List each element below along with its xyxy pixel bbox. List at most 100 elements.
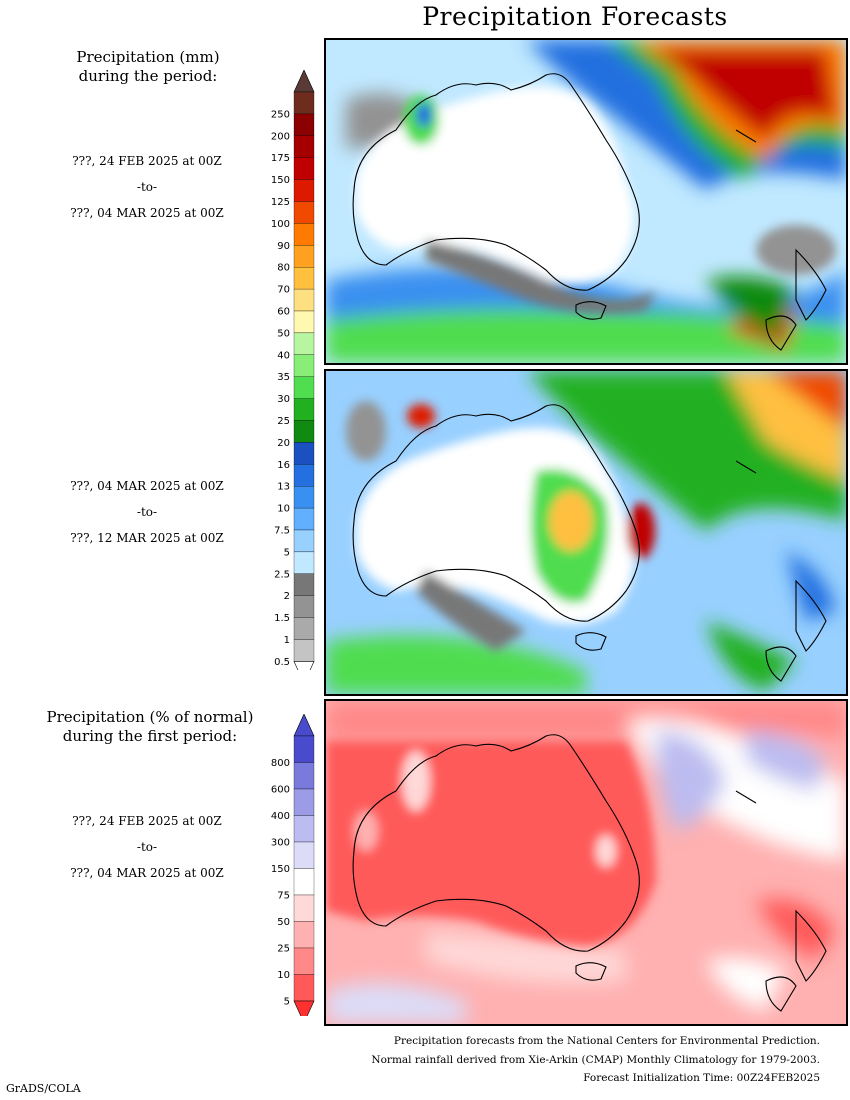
amount-bar-swatch — [293, 529, 315, 553]
percent-bar-swatch — [293, 894, 315, 922]
amount-bar-swatch — [293, 157, 315, 180]
amount-bar-swatch — [293, 245, 315, 268]
amount-bar-tick-label: 5 — [284, 547, 290, 558]
percent-bar-swatch — [293, 974, 315, 1002]
percent-bar-swatch — [293, 735, 315, 763]
map-panel-period-2 — [324, 369, 848, 696]
amount-bar-tick-label: 50 — [277, 328, 290, 339]
percent-bar-swatch — [293, 868, 315, 896]
precip-map-1 — [326, 40, 846, 363]
percent-bar-swatch — [293, 947, 315, 975]
precip-map-2 — [326, 371, 846, 694]
grads-credit: GrADS/COLA — [6, 1082, 81, 1095]
percent-bar-tick-label: 10 — [277, 970, 290, 981]
amount-bar-swatch — [293, 288, 315, 312]
amount-bar-swatch — [293, 420, 315, 443]
period-1-dates: ???, 24 FEB 2025 at 00Z -to- ???, 04 MAR… — [47, 148, 247, 226]
amount-bar-tick-label: 90 — [277, 241, 290, 252]
coastline — [352, 73, 827, 351]
amount-bar-tick-label: 2 — [284, 591, 290, 602]
amount-bar-swatch — [293, 91, 315, 115]
period-3-end: ???, 04 MAR 2025 at 00Z — [70, 866, 224, 880]
percent-bar-swatch — [293, 762, 315, 790]
amount-bar-tick-label: 2.5 — [274, 569, 290, 580]
amount-bar-tick-label: 150 — [271, 175, 290, 186]
period-1-end: ???, 04 MAR 2025 at 00Z — [70, 206, 224, 220]
percent-bar-bottom-arrow — [293, 1000, 315, 1016]
amount-bar-swatch — [293, 551, 315, 574]
amount-bar-bottom-arrow — [293, 661, 315, 670]
period-3-dates: ???, 24 FEB 2025 at 00Z -to- ???, 04 MAR… — [47, 808, 247, 886]
footer-line-1: Precipitation forecasts from the Nationa… — [393, 1035, 820, 1047]
map-panel-percent-of-normal — [324, 699, 848, 1026]
period-1-separator: -to- — [136, 180, 158, 194]
amount-bar-tick-label: 40 — [277, 350, 290, 361]
footer-notes: Precipitation forecasts from the Nationa… — [371, 1032, 820, 1088]
percent-map — [326, 701, 846, 1024]
amount-bar-tick-label: 25 — [277, 416, 290, 427]
percent-heading-line-1: Precipitation (% of normal) — [46, 708, 254, 726]
amount-bar-tick-label: 16 — [277, 460, 290, 471]
period-2-dates: ???, 04 MAR 2025 at 00Z -to- ???, 12 MAR… — [47, 473, 247, 551]
percent-bar-tick-label: 150 — [271, 864, 290, 875]
amount-bar-swatch — [293, 376, 315, 399]
footer-line-3: Forecast Initialization Time: 00Z24FEB20… — [583, 1072, 820, 1084]
percent-bar-tick-label: 5 — [284, 997, 290, 1008]
amount-heading-line-2: during the period: — [78, 67, 218, 85]
amount-bar-swatch — [293, 464, 315, 487]
amount-bar-swatch — [293, 573, 315, 596]
percent-bar-swatch — [293, 841, 315, 869]
amount-bar-tick-label: 1.5 — [274, 613, 290, 624]
amount-heading: Precipitation (mm) during the period: — [48, 48, 248, 86]
amount-bar-tick-label: 250 — [271, 109, 290, 120]
amount-bar-swatch — [293, 332, 315, 355]
percent-bar-swatch — [293, 921, 315, 949]
period-2-end: ???, 12 MAR 2025 at 00Z — [70, 531, 224, 545]
amount-bar-tick-label: 0.5 — [274, 657, 290, 668]
amount-bar-swatch — [293, 179, 315, 202]
amount-bar-swatch — [293, 595, 315, 618]
amount-bar-tick-label: 80 — [277, 263, 290, 274]
percent-bar-tick-label: 800 — [271, 758, 290, 769]
page-title: Precipitation Forecasts — [422, 2, 728, 31]
amount-bar-tick-label: 200 — [271, 131, 290, 142]
amount-bar-swatch — [293, 223, 315, 246]
coastline — [352, 734, 827, 1012]
period-3-separator: -to- — [136, 840, 158, 854]
percent-bar-top-arrow — [293, 714, 315, 737]
amount-bar-swatch — [293, 486, 315, 509]
period-3-start: ???, 24 FEB 2025 at 00Z — [72, 814, 222, 828]
percent-bar-tick-label: 25 — [277, 944, 290, 955]
percent-heading-line-2: during the first period: — [62, 727, 238, 745]
percent-bar-tick-label: 600 — [271, 785, 290, 796]
amount-bar-top-arrow — [293, 70, 315, 93]
amount-colorbar: 2502001751501251009080706050403530252016… — [271, 70, 315, 670]
percent-bar-tick-label: 300 — [271, 838, 290, 849]
amount-bar-tick-label: 10 — [277, 504, 290, 515]
amount-bar-swatch — [293, 507, 315, 531]
period-2-separator: -to- — [136, 505, 158, 519]
amount-bar-swatch — [293, 354, 315, 377]
amount-bar-tick-label: 7.5 — [274, 526, 290, 537]
amount-bar-tick-label: 125 — [271, 197, 290, 208]
amount-bar-swatch — [293, 135, 315, 158]
percent-colorbar: 800 600 400 300 150 75 50 25 10 5 — [271, 714, 315, 1016]
amount-bar-tick-label: 20 — [277, 438, 290, 449]
amount-bar-swatch — [293, 398, 315, 421]
amount-bar-tick-label: 100 — [271, 219, 290, 230]
period-2-start: ???, 04 MAR 2025 at 00Z — [70, 479, 224, 493]
amount-heading-line-1: Precipitation (mm) — [76, 48, 220, 66]
amount-bar-swatch — [293, 267, 315, 290]
percent-bar-swatch — [293, 815, 315, 843]
percent-bar-tick-label: 50 — [277, 917, 290, 928]
amount-bar-swatch — [293, 201, 315, 224]
amount-bar-tick-label: 70 — [277, 285, 290, 296]
percent-bar-swatch — [293, 788, 315, 816]
map-panel-period-1 — [324, 38, 848, 365]
amount-bar-swatch — [293, 639, 315, 662]
amount-bar-swatch — [293, 442, 315, 465]
period-1-start: ???, 24 FEB 2025 at 00Z — [72, 154, 222, 168]
amount-bar-swatch — [293, 113, 315, 136]
coastline — [352, 404, 827, 682]
percent-heading: Precipitation (% of normal) during the f… — [30, 708, 270, 746]
